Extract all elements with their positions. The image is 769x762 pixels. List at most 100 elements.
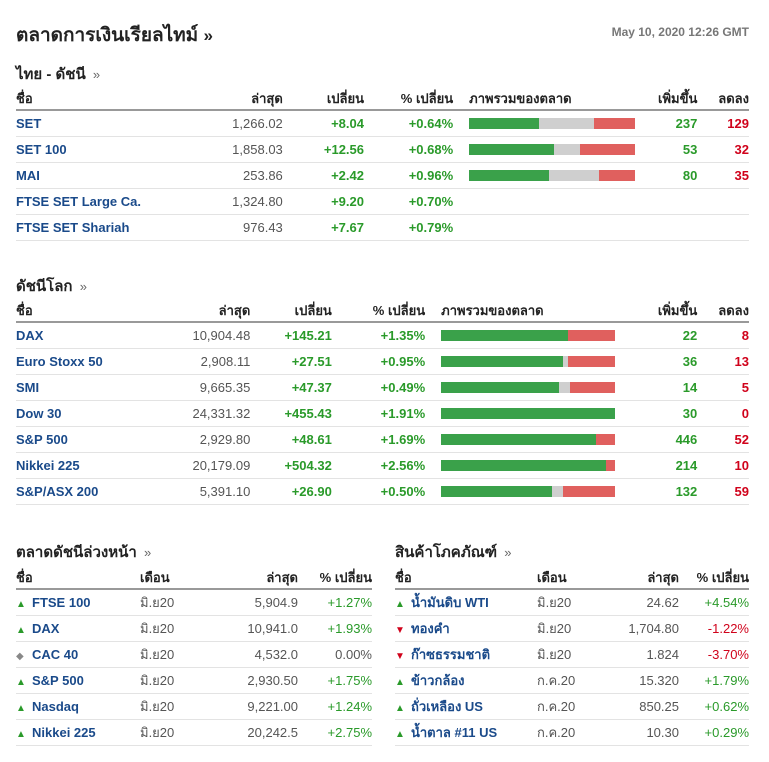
table-row[interactable]: DAX 10,904.48 +145.21 +1.35% 22 8: [16, 322, 749, 349]
name-cell[interactable]: ▲ ถั่วเหลือง US: [395, 693, 537, 720]
index-name[interactable]: FTSE SET Large Ca.: [16, 188, 184, 215]
table-row[interactable]: SET 1,266.02 +8.04 +0.64% 237 129: [16, 110, 749, 137]
index-name[interactable]: FTSE SET Shariah: [16, 214, 184, 241]
index-name[interactable]: MAI: [16, 162, 184, 189]
market-overview-bar: [469, 118, 636, 129]
col-last: ล่าสุด: [154, 299, 251, 323]
table-row[interactable]: ▲ ถั่วเหลือง US ก.ค.20 850.25 +0.62%: [395, 693, 749, 720]
table-row[interactable]: ▲ ข้าวกล้อง ก.ค.20 15.320 +1.79%: [395, 667, 749, 694]
table-row[interactable]: SMI 9,665.35 +47.37 +0.49% 14 5: [16, 374, 749, 401]
instrument-name[interactable]: Nikkei 225: [32, 725, 96, 740]
instrument-name[interactable]: S&P 500: [32, 673, 84, 688]
table-row[interactable]: FTSE SET Large Ca. 1,324.80 +9.20 +0.70%: [16, 188, 749, 215]
table-row[interactable]: Dow 30 24,331.32 +455.43 +1.91% 30 0: [16, 400, 749, 427]
contract-month: มิ.ย20: [140, 589, 206, 616]
name-cell[interactable]: ◆ CAC 40: [16, 641, 140, 668]
index-name[interactable]: S&P/ASX 200: [16, 478, 155, 505]
name-cell[interactable]: ▲ FTSE 100: [16, 589, 140, 616]
unchanged-segment: [553, 144, 581, 155]
instrument-name[interactable]: FTSE 100: [32, 595, 91, 610]
table-row[interactable]: ▲ น้ำมันดิบ WTI มิ.ย20 24.62 +4.54%: [395, 589, 749, 616]
col-pct-change: % เปลี่ยน: [364, 87, 454, 111]
table-row[interactable]: FTSE SET Shariah 976.43 +7.67 +0.79%: [16, 214, 749, 241]
table-row[interactable]: ▲ DAX มิ.ย20 10,941.0 +1.93%: [16, 615, 372, 642]
instrument-name[interactable]: ข้าวกล้อง: [411, 673, 465, 688]
table-row[interactable]: SET 100 1,858.03 +12.56 +0.68% 53 32: [16, 136, 749, 163]
col-last: ล่าสุด: [603, 566, 679, 590]
arrow-up-icon: ▲: [16, 677, 26, 688]
table-row[interactable]: ◆ CAC 40 มิ.ย20 4,532.0 0.00%: [16, 641, 372, 668]
index-name[interactable]: S&P 500: [16, 426, 155, 453]
instrument-name[interactable]: Nasdaq: [32, 699, 79, 714]
instrument-name[interactable]: CAC 40: [32, 647, 79, 662]
declines-segment: [595, 434, 616, 445]
name-cell[interactable]: ▲ น้ำตาล #11 US: [395, 719, 537, 746]
instrument-name[interactable]: ก๊าซธรรมชาติ: [411, 647, 491, 662]
instrument-name[interactable]: น้ำตาล #11 US: [411, 725, 498, 740]
col-last: ล่าสุด: [206, 566, 298, 590]
index-name[interactable]: DAX: [16, 322, 155, 349]
thai-indices-table: ชื่อ ล่าสุด เปลี่ยน % เปลี่ยน ภาพรวมของต…: [16, 87, 749, 241]
table-row[interactable]: MAI 253.86 +2.42 +0.96% 80 35: [16, 162, 749, 189]
name-cell[interactable]: ▲ Nasdaq: [16, 693, 140, 720]
contract-month: มิ.ย20: [140, 693, 206, 720]
name-cell[interactable]: ▲ DAX: [16, 615, 140, 642]
last-price: 5,391.10: [154, 478, 251, 505]
pct-change-value: +2.56%: [331, 452, 426, 479]
col-advances: เพิ่มขึ้น: [615, 299, 698, 323]
table-row[interactable]: ▲ S&P 500 มิ.ย20 2,930.50 +1.75%: [16, 667, 372, 694]
advances-segment: [469, 170, 549, 181]
last-price: 24.62: [603, 589, 679, 616]
name-cell[interactable]: ▼ ก๊าซธรรมชาติ: [395, 641, 537, 668]
table-row[interactable]: Euro Stoxx 50 2,908.11 +27.51 +0.95% 36 13: [16, 348, 749, 375]
section-futures-title[interactable]: ตลาดดัชนีล่วงหน้า »: [16, 540, 151, 564]
arrow-up-icon: ▲: [395, 729, 405, 740]
change-value: +48.61: [250, 426, 332, 453]
instrument-name[interactable]: ถั่วเหลือง US: [411, 699, 483, 714]
advances-segment: [441, 434, 596, 445]
pct-change-value: +1.69%: [331, 426, 426, 453]
name-cell[interactable]: ▲ S&P 500: [16, 667, 140, 694]
name-cell[interactable]: ▲ น้ำมันดิบ WTI: [395, 589, 537, 616]
table-row[interactable]: S&P/ASX 200 5,391.10 +26.90 +0.50% 132 59: [16, 478, 749, 505]
instrument-name[interactable]: ทองคำ: [411, 621, 450, 636]
index-name[interactable]: SMI: [16, 374, 155, 401]
section-world-title[interactable]: ดัชนีโลก »: [16, 274, 87, 298]
instrument-name[interactable]: DAX: [32, 621, 60, 636]
pct-change-value: +2.75%: [298, 719, 372, 746]
index-name[interactable]: Dow 30: [16, 400, 155, 427]
section-futures-title-text: ตลาดดัชนีล่วงหน้า: [16, 544, 137, 561]
change-value: +27.51: [250, 348, 332, 375]
section-commodities-title[interactable]: สินค้าโภคภัณฑ์ »: [395, 540, 512, 564]
declines-segment: [606, 460, 616, 471]
market-overview-bar: [441, 408, 616, 419]
name-cell[interactable]: ▼ ทองคำ: [395, 615, 537, 642]
section-thai-title[interactable]: ไทย - ดัชนี »: [16, 62, 100, 86]
index-name[interactable]: SET 100: [16, 136, 184, 163]
page-title[interactable]: ตลาดการเงินเรียลไทม์ »: [16, 20, 213, 50]
instrument-name[interactable]: น้ำมันดิบ WTI: [411, 595, 489, 610]
market-overview-cell: [425, 452, 616, 479]
table-row[interactable]: ▲ น้ำตาล #11 US ก.ค.20 10.30 +0.29%: [395, 719, 749, 746]
declines-count: 52: [697, 426, 749, 453]
pct-change-value: +0.62%: [679, 693, 749, 720]
table-row[interactable]: ▼ ก๊าซธรรมชาติ มิ.ย20 1.824 -3.70%: [395, 641, 749, 668]
index-name[interactable]: Nikkei 225: [16, 452, 155, 479]
arrow-up-icon: ▲: [16, 625, 26, 636]
table-row[interactable]: ▲ FTSE 100 มิ.ย20 5,904.9 +1.27%: [16, 589, 372, 616]
last-price: 1,324.80: [183, 188, 283, 215]
name-cell[interactable]: ▲ Nikkei 225: [16, 719, 140, 746]
table-row[interactable]: ▲ Nikkei 225 มิ.ย20 20,242.5 +2.75%: [16, 719, 372, 746]
arrow-up-icon: ▲: [395, 599, 405, 610]
contract-month: มิ.ย20: [537, 615, 603, 642]
table-row[interactable]: S&P 500 2,929.80 +48.61 +1.69% 446 52: [16, 426, 749, 453]
table-row[interactable]: ▼ ทองคำ มิ.ย20 1,704.80 -1.22%: [395, 615, 749, 642]
table-row[interactable]: Nikkei 225 20,179.09 +504.32 +2.56% 214 10: [16, 452, 749, 479]
advances-segment: [441, 382, 560, 393]
page-title-arrow: »: [203, 26, 213, 45]
name-cell[interactable]: ▲ ข้าวกล้อง: [395, 667, 537, 694]
table-row[interactable]: ▲ Nasdaq มิ.ย20 9,221.00 +1.24%: [16, 693, 372, 720]
contract-month: ก.ค.20: [537, 693, 603, 720]
index-name[interactable]: Euro Stoxx 50: [16, 348, 155, 375]
index-name[interactable]: SET: [16, 110, 184, 137]
